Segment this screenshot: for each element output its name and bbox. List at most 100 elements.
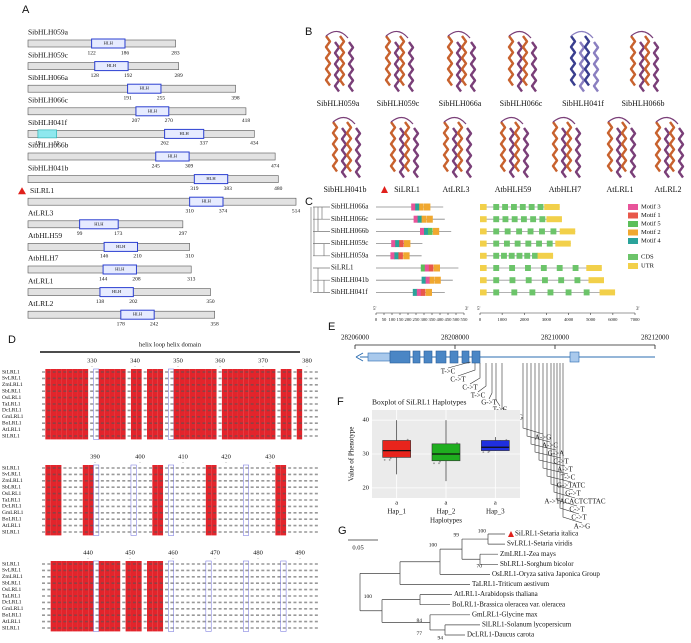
- cds: [503, 240, 510, 247]
- panel-label: G: [338, 525, 347, 537]
- gene-name: SibHLH066b: [331, 227, 369, 235]
- gene-arrow: [355, 352, 364, 362]
- legend-label: UTR: [641, 262, 655, 269]
- protein-structure: [340, 127, 348, 179]
- motif: [411, 203, 416, 211]
- utr: [480, 277, 487, 284]
- cds: [514, 240, 521, 247]
- protein-bar: [27, 130, 255, 138]
- position: 144: [99, 276, 108, 282]
- domain-label: HLH: [107, 63, 117, 68]
- cds: [558, 277, 565, 284]
- similar-column: [205, 560, 212, 632]
- alignment-dot: .: [182, 460, 183, 465]
- species-name: SiLRL1: [2, 369, 20, 375]
- snp-line: [522, 363, 544, 435]
- box: [481, 440, 510, 451]
- cds: [493, 240, 500, 247]
- cds: [528, 204, 535, 210]
- protein-loop: [508, 30, 532, 39]
- jitter-point: [438, 462, 440, 465]
- hlh-domain: [103, 241, 138, 252]
- structure-name: AtLRL1: [606, 185, 633, 194]
- utr: [586, 265, 602, 271]
- protein-loop: [332, 116, 356, 125]
- motif: [428, 264, 434, 272]
- protein-structure: [338, 35, 346, 87]
- snp-line: [542, 363, 569, 475]
- species-name: BoLRL1: [2, 420, 22, 426]
- motif: [398, 252, 403, 260]
- leaf-label: SiLRL1-Setaria italica: [515, 530, 579, 538]
- domain-label: HLH: [202, 199, 212, 204]
- cds: [542, 277, 548, 284]
- protein-structure: [574, 127, 582, 179]
- motif: [403, 252, 410, 260]
- similar-column: [243, 560, 249, 632]
- jitter-point: [456, 442, 458, 444]
- species-name: ZmLRL1: [2, 382, 23, 388]
- exon: [471, 350, 481, 364]
- cds: [525, 240, 532, 247]
- chart-title: Boxplot of SiLRL1 Haplotypes: [372, 398, 466, 407]
- alignment-position: 470: [210, 549, 220, 556]
- position: 474: [271, 163, 280, 169]
- utr: [588, 277, 604, 284]
- jitter-point: [482, 451, 485, 454]
- leaf-label: OsLRL1-Oryza sativa Japonica Group: [492, 570, 600, 578]
- cds: [527, 228, 534, 235]
- protein-structure: [654, 121, 662, 173]
- panel-label: A: [22, 4, 30, 16]
- protein-loop: [325, 30, 349, 39]
- axis-tick-label: 300: [421, 317, 429, 322]
- axis-tick-label: 250: [413, 317, 421, 322]
- cds: [493, 252, 500, 259]
- panel-label: D: [8, 334, 16, 346]
- protein-structure: [615, 127, 623, 179]
- domain-label: HLH: [115, 267, 125, 272]
- alignment-dot: .: [257, 556, 258, 561]
- motif: [390, 252, 395, 260]
- protein-structure: [592, 41, 600, 93]
- axis-tick-label: 5000: [586, 317, 596, 322]
- position: 255: [157, 95, 166, 101]
- utr: [480, 240, 487, 247]
- cds: [525, 277, 532, 284]
- utr: [480, 228, 487, 235]
- group-label: a: [445, 499, 448, 506]
- cds: [540, 265, 547, 271]
- protein-loop: [500, 116, 524, 125]
- protein-structure: [455, 41, 463, 93]
- alignment-position: 490: [295, 549, 305, 556]
- motif: [415, 203, 420, 211]
- position: 383: [224, 186, 233, 192]
- snp-label: G->T: [481, 399, 497, 407]
- position: 289: [175, 73, 184, 79]
- motif: [425, 276, 431, 284]
- protein-structure: [347, 41, 355, 93]
- species-name: AtLRL1: [2, 619, 21, 625]
- hlh-domain: [120, 309, 155, 320]
- cds: [556, 265, 563, 271]
- legend-swatch: [628, 221, 638, 227]
- structure-name: AtbHLH59: [495, 185, 531, 194]
- domain-label: HLH: [104, 41, 114, 46]
- x-tick-label: Hap_2: [437, 508, 456, 516]
- position: 418: [242, 118, 251, 124]
- motif: [417, 215, 423, 223]
- protein-structure: [354, 127, 362, 179]
- alignment-dot: .: [262, 364, 263, 369]
- legend-label: CDS: [641, 253, 654, 260]
- utr: [480, 289, 487, 296]
- structure-name: SibHLH066c: [500, 99, 543, 108]
- protein-structure: [516, 41, 524, 93]
- cds: [536, 240, 542, 247]
- protein-bar: [27, 175, 279, 183]
- motif: [413, 215, 419, 223]
- species-name: SbLRL1: [2, 484, 21, 490]
- alignment-dot: .: [219, 364, 220, 369]
- cds: [516, 228, 523, 235]
- position: 270: [165, 118, 174, 124]
- species-name: GmLRL1: [2, 510, 24, 516]
- utr: [537, 252, 554, 259]
